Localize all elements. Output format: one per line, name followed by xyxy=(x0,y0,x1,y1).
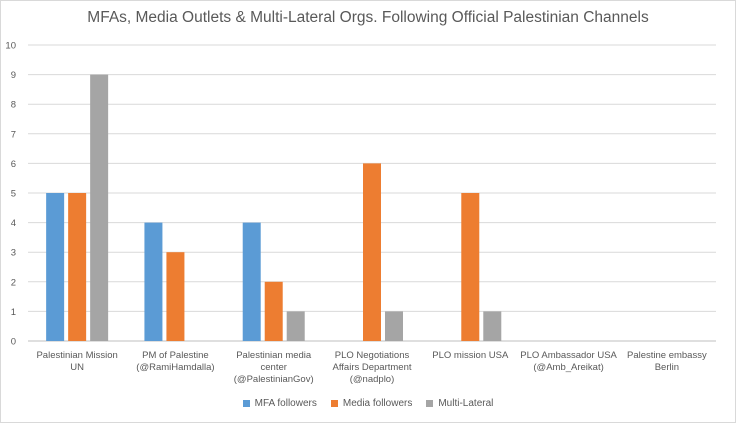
y-tick-label: 7 xyxy=(11,129,16,140)
x-tick-label: PLO Ambassador USA (@Amb_Areikat) xyxy=(520,350,617,373)
y-tick-label: 3 xyxy=(11,248,16,259)
y-tick-label: 1 xyxy=(11,307,16,318)
legend-entry: MFA followers xyxy=(242,398,317,409)
bar xyxy=(363,163,381,341)
bars xyxy=(46,74,502,341)
y-tick-label: 10 xyxy=(5,41,16,52)
bar xyxy=(385,311,403,341)
legend-entry: Media followers xyxy=(330,398,413,409)
y-tick-label: 6 xyxy=(11,159,16,170)
legend: MFA followers Media followers Multi-Latera… xyxy=(0,398,736,409)
x-tick-label: Palestinian Mission UN xyxy=(36,350,117,373)
legend-swatch xyxy=(426,400,434,407)
legend-label: MFA followers xyxy=(254,398,317,409)
bar xyxy=(483,311,502,341)
x-tick-label: Palestine embassy Berlin xyxy=(627,350,707,373)
bar xyxy=(461,193,480,341)
y-axis-ticks: 0 1 2 3 4 5 6 7 8 9 10 xyxy=(5,41,16,348)
chart-title: MFAs, Media Outlets & Multi-Lateral Orgs… xyxy=(87,9,649,26)
bar xyxy=(68,193,87,341)
legend-entry: Multi-Lateral xyxy=(426,398,493,409)
x-tick-label: PLO Negotiations Affairs Department (@nadp… xyxy=(332,350,411,385)
bar xyxy=(264,281,283,341)
y-tick-label: 4 xyxy=(11,218,16,229)
y-tick-label: 0 xyxy=(11,337,16,348)
bar xyxy=(166,252,185,341)
x-axis-labels: Palestinian Mission UN PM of Palestine (@Ra… xyxy=(36,350,706,385)
bar xyxy=(90,74,109,341)
bar xyxy=(286,311,305,341)
y-tick-label: 2 xyxy=(11,277,16,288)
bar xyxy=(242,222,261,341)
y-tick-label: 8 xyxy=(11,100,16,111)
legend-label: Multi-Lateral xyxy=(438,398,494,409)
y-tick-label: 5 xyxy=(11,189,16,200)
x-tick-label: PLO mission USA xyxy=(432,350,509,361)
legend-swatch xyxy=(330,400,338,407)
legend-label: Media followers xyxy=(342,398,413,409)
bar xyxy=(144,222,163,341)
y-tick-label: 9 xyxy=(11,70,16,81)
legend-swatch xyxy=(242,400,250,407)
x-tick-label: PM of Palestine (@RamiHamdalla) xyxy=(136,350,214,373)
bar xyxy=(46,193,65,341)
x-tick-label: Palestinian media center (@PalestinianGov) xyxy=(234,350,314,385)
